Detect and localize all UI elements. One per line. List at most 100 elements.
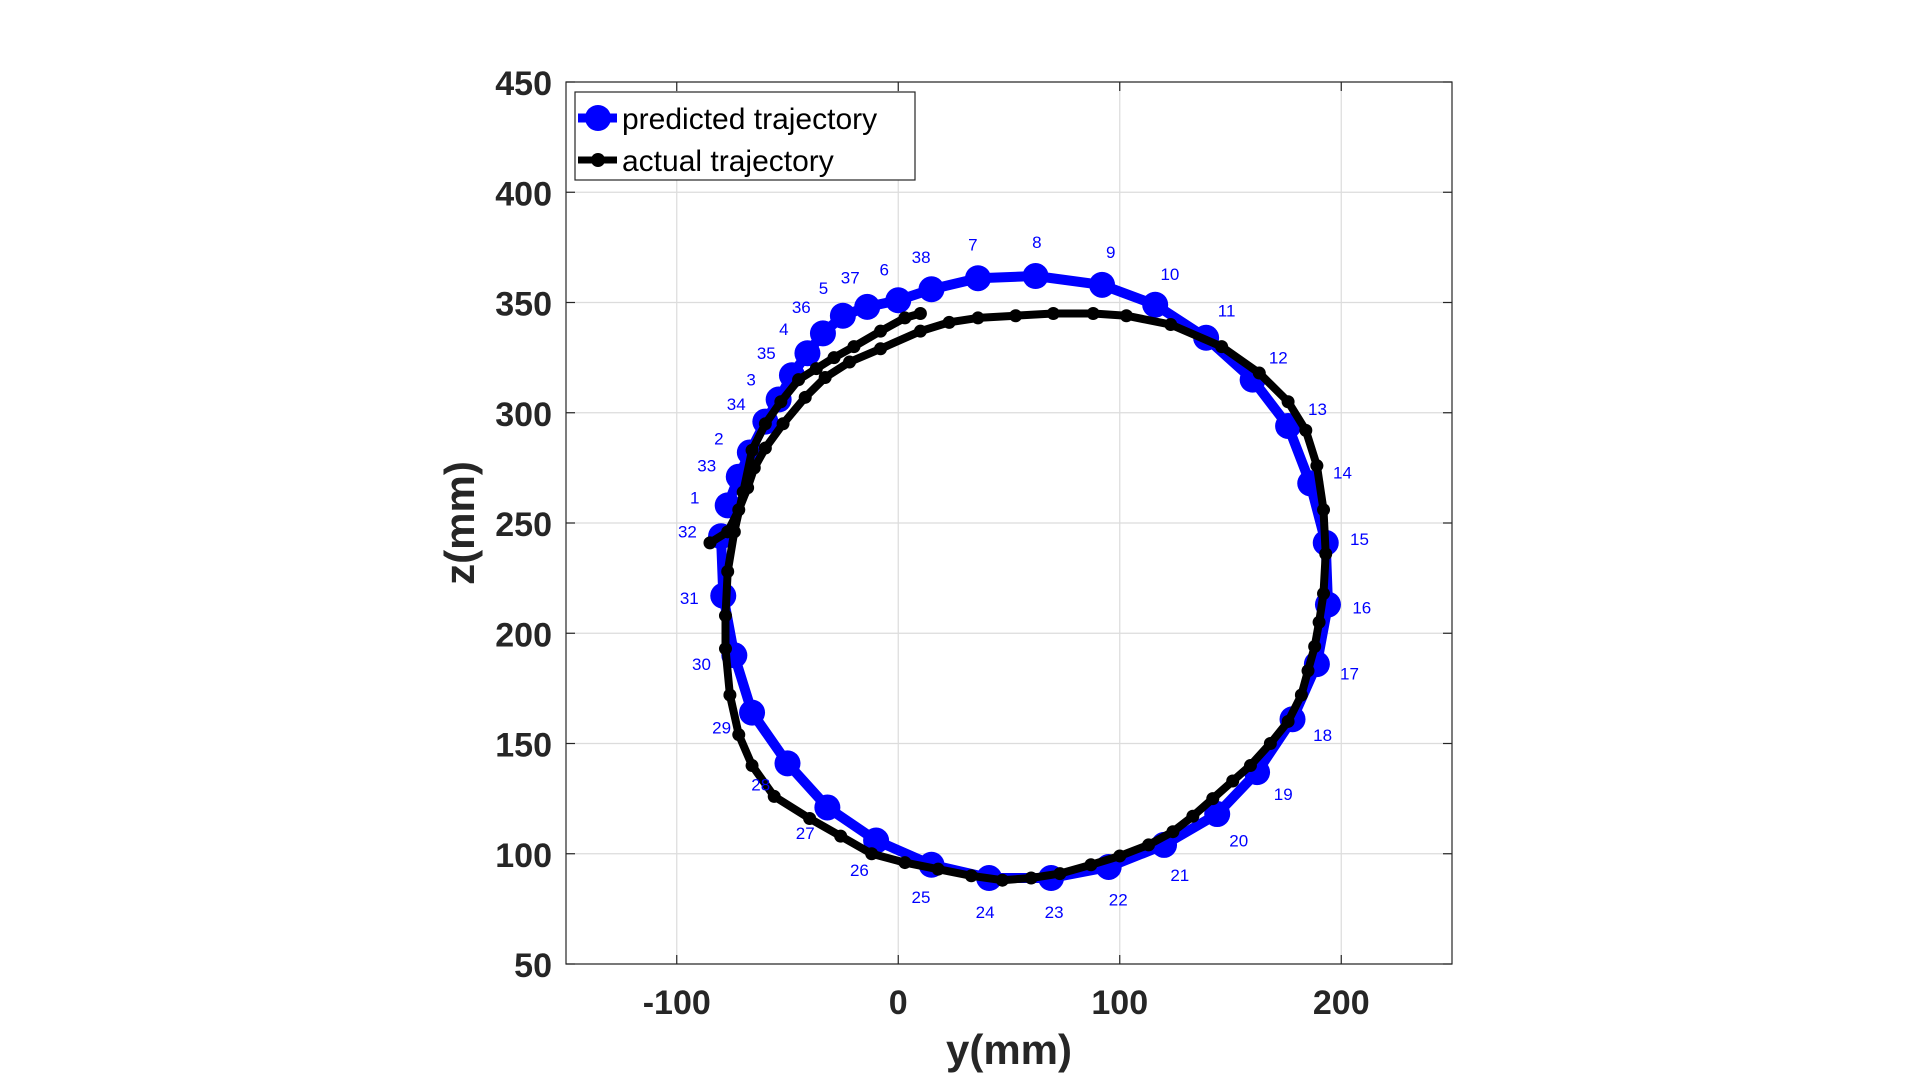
actual-point xyxy=(721,565,735,579)
actual-point xyxy=(1215,340,1229,354)
actual-point xyxy=(732,503,746,517)
predicted-point-label: 21 xyxy=(1170,866,1189,885)
predicted-point-label: 23 xyxy=(1045,903,1064,922)
predicted-point-label: 16 xyxy=(1352,599,1371,618)
predicted-point-label: 31 xyxy=(680,589,699,608)
actual-point xyxy=(818,370,832,384)
legend: predicted trajectory actual trajectory xyxy=(574,91,916,181)
actual-point xyxy=(727,525,741,539)
actual-point xyxy=(1186,809,1200,823)
predicted-point-label: 17 xyxy=(1340,665,1359,684)
actual-point xyxy=(898,856,912,870)
actual-point xyxy=(1281,714,1295,728)
predicted-point-label: 30 xyxy=(692,655,711,674)
predicted-point-label: 12 xyxy=(1269,348,1288,367)
y-axis-title: z(mm) xyxy=(436,461,483,585)
predicted-point-label: 10 xyxy=(1160,265,1179,284)
actual-point xyxy=(1119,309,1133,323)
predicted-point-label: 38 xyxy=(912,248,931,267)
actual-point xyxy=(767,789,781,803)
legend-predicted-marker xyxy=(585,105,611,131)
actual-point xyxy=(865,847,879,861)
actual-point xyxy=(1164,318,1178,332)
actual-point xyxy=(723,688,737,702)
actual-point xyxy=(1113,849,1127,863)
legend-predicted-label: predicted trajectory xyxy=(622,103,877,136)
actual-point xyxy=(718,609,732,623)
actual-point xyxy=(942,315,956,329)
predicted-point-label: 6 xyxy=(879,260,888,279)
actual-point xyxy=(718,642,732,656)
actual-point xyxy=(1299,423,1313,437)
y-tick-labels: 50 100 150 200 250 300 350 400 450 xyxy=(495,65,552,985)
plot-frame xyxy=(565,81,1453,965)
actual-point xyxy=(971,311,985,325)
actual-point xyxy=(745,759,759,773)
predicted-point-label: 11 xyxy=(1218,302,1236,321)
actual-point xyxy=(1252,366,1266,380)
predicted-point-label: 3 xyxy=(746,371,755,390)
predicted-point-label: 1 xyxy=(690,488,699,507)
predicted-point-label: 13 xyxy=(1308,400,1327,419)
predicted-point xyxy=(863,827,890,854)
actual-point xyxy=(1009,309,1023,323)
series-layer xyxy=(703,263,1341,892)
predicted-point-label: 35 xyxy=(757,344,776,363)
x-tick-label: 100 xyxy=(1091,984,1148,1022)
y-tick-label: 250 xyxy=(495,506,552,544)
predicted-point xyxy=(918,276,945,303)
predicted-point-label: 20 xyxy=(1229,831,1248,850)
predicted-point-label: 24 xyxy=(976,903,995,922)
predicted-point xyxy=(1204,801,1231,828)
actual-point xyxy=(803,811,817,825)
legend-box xyxy=(574,91,916,181)
predicted-point-label: 22 xyxy=(1109,891,1128,910)
actual-point xyxy=(1142,838,1156,852)
predicted-point-label: 25 xyxy=(912,888,931,907)
predicted-point-label: 15 xyxy=(1350,530,1369,549)
actual-point xyxy=(1319,547,1333,561)
predicted-point-label: 28 xyxy=(751,775,770,794)
actual-point xyxy=(913,324,927,338)
legend-actual-marker xyxy=(591,153,605,167)
predicted-point-label: 9 xyxy=(1106,243,1115,262)
actual-point xyxy=(1301,664,1315,678)
actual-point xyxy=(736,485,750,499)
predicted-point-label: 29 xyxy=(712,719,731,738)
actual-point xyxy=(913,307,927,321)
predicted-point xyxy=(814,794,841,821)
actual-point xyxy=(964,869,978,883)
actual-point xyxy=(774,395,788,409)
actual-point xyxy=(843,355,857,369)
predicted-point-label: 32 xyxy=(678,523,697,542)
predicted-point xyxy=(829,302,856,329)
predicted-point xyxy=(1089,271,1116,298)
y-tick-label: 450 xyxy=(495,65,552,103)
actual-point xyxy=(931,862,945,876)
x-tick-labels: -100 0 100 200 xyxy=(643,984,1370,1022)
predicted-point-label: 7 xyxy=(968,236,977,255)
predicted-point xyxy=(794,340,821,367)
actual-point xyxy=(874,342,888,356)
predicted-point-label: 26 xyxy=(850,861,869,880)
predicted-point xyxy=(809,320,836,347)
predicted-point-label: 2 xyxy=(714,429,723,448)
actual-point xyxy=(995,873,1009,887)
predicted-point xyxy=(1022,263,1049,290)
actual-point xyxy=(798,390,812,404)
actual-point xyxy=(1206,792,1220,806)
predicted-point xyxy=(854,293,881,320)
actual-point xyxy=(758,441,772,455)
y-tick-label: 100 xyxy=(495,837,552,875)
predicted-point-label: 18 xyxy=(1313,726,1332,745)
x-tick-label: 0 xyxy=(889,984,908,1022)
predicted-point-label: 5 xyxy=(819,279,828,298)
actual-point xyxy=(1308,639,1322,653)
actual-point xyxy=(1312,615,1326,629)
actual-point xyxy=(1046,307,1060,321)
actual-point xyxy=(847,340,861,354)
actual-point xyxy=(1263,737,1277,750)
predicted-point xyxy=(1142,291,1169,318)
y-tick-label: 400 xyxy=(495,175,552,213)
